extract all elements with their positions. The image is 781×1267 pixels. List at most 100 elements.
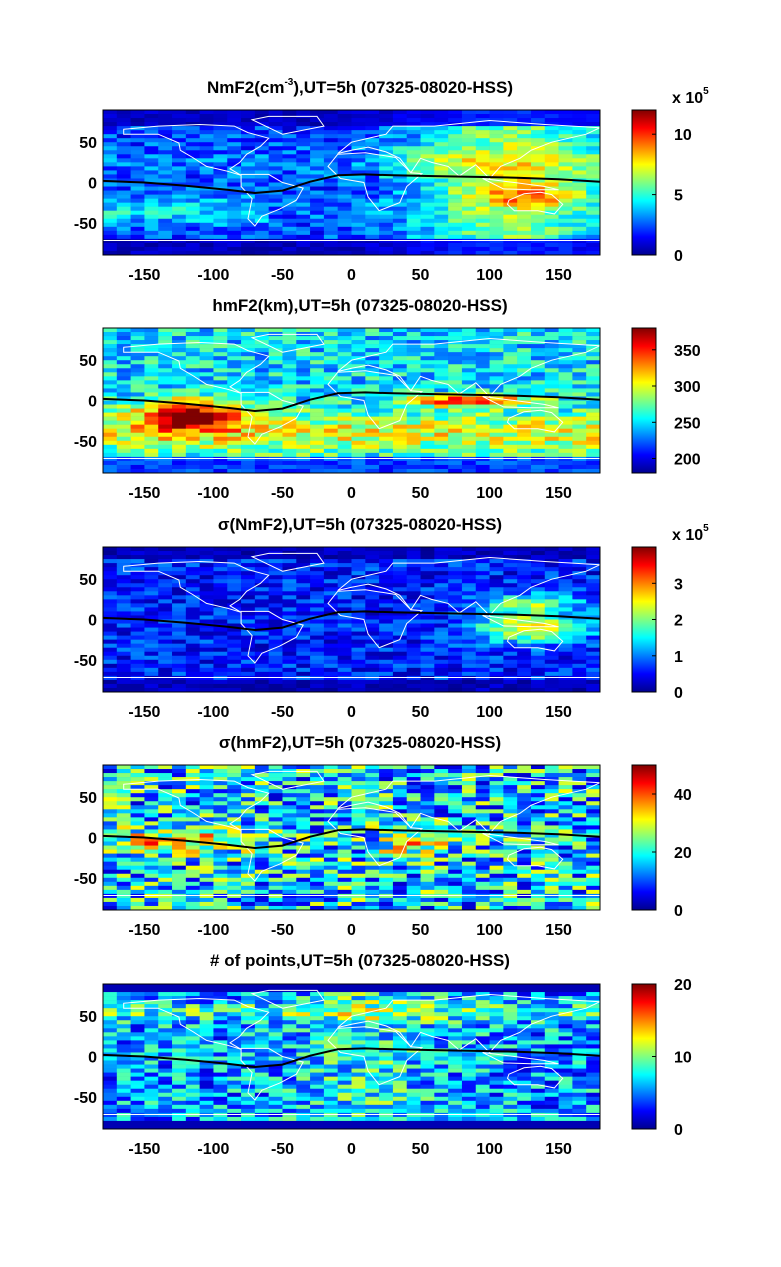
heatmap-cell xyxy=(558,857,573,862)
heatmap-cell xyxy=(241,150,256,155)
heatmap-cell xyxy=(392,364,408,369)
heatmap-cell xyxy=(406,226,421,232)
heatmap-cell xyxy=(227,873,242,879)
heatmap-cell xyxy=(227,340,242,345)
heatmap-cell xyxy=(268,428,283,434)
heatmap-cell xyxy=(337,809,352,814)
heatmap-cell xyxy=(282,789,297,794)
heatmap-cell xyxy=(241,837,256,842)
heatmap-cell xyxy=(130,158,145,163)
heatmap-cell xyxy=(241,396,256,401)
heatmap-cell xyxy=(558,460,573,466)
heatmap-cell xyxy=(503,162,518,167)
heatmap-cell xyxy=(544,793,559,798)
heatmap-cell xyxy=(103,400,118,405)
heatmap-cell xyxy=(365,797,380,802)
heatmap-cell xyxy=(103,238,118,244)
heatmap-cell xyxy=(392,619,408,624)
heatmap-cell xyxy=(296,242,311,248)
heatmap-cell xyxy=(144,190,159,195)
heatmap-cell xyxy=(116,448,131,454)
heatmap-cell xyxy=(296,667,311,673)
heatmap-cell xyxy=(489,793,504,798)
heatmap-cell xyxy=(310,639,325,644)
heatmap-cell xyxy=(103,110,118,115)
heatmap-cell xyxy=(448,328,463,333)
heatmap-cell xyxy=(130,833,145,838)
heatmap-cell xyxy=(103,440,118,446)
heatmap-cell xyxy=(268,356,283,361)
heatmap-cell xyxy=(461,190,477,195)
heatmap-cell xyxy=(241,162,256,167)
heatmap-cell xyxy=(461,158,477,163)
heatmap-cell xyxy=(558,793,573,798)
heatmap-cell xyxy=(172,368,187,373)
heatmap-cell xyxy=(310,238,325,244)
heatmap-cell xyxy=(530,392,546,397)
heatmap-cell xyxy=(406,853,421,858)
heatmap-cell xyxy=(337,687,352,693)
heatmap-cell xyxy=(199,667,214,673)
heatmap-cell xyxy=(213,122,228,127)
heatmap-cell xyxy=(337,595,352,600)
heatmap-cell xyxy=(517,797,532,802)
heatmap-cell xyxy=(406,468,421,474)
heatmap-cell xyxy=(282,110,297,115)
heatmap-cell xyxy=(116,230,131,236)
heatmap-cell xyxy=(503,607,518,612)
heatmap-cell xyxy=(503,460,518,466)
heatmap-cell xyxy=(351,392,366,397)
heatmap-cell xyxy=(461,138,477,143)
heatmap-cell xyxy=(158,222,173,228)
heatmap-cell xyxy=(434,659,449,665)
heatmap-cell xyxy=(475,651,490,657)
heatmap-cell xyxy=(434,416,449,421)
heatmap-cell xyxy=(254,813,269,818)
heatmap-cell xyxy=(103,392,118,397)
heatmap-cell xyxy=(379,567,394,572)
heatmap-cell xyxy=(268,781,283,786)
heatmap-cell xyxy=(406,793,421,798)
heatmap-cell xyxy=(434,675,449,681)
heatmap-cell xyxy=(323,801,338,806)
heatmap-cell xyxy=(365,765,380,770)
heatmap-cell xyxy=(282,328,297,333)
heatmap-cell xyxy=(227,210,242,216)
heatmap-cell xyxy=(420,130,435,135)
heatmap-cell xyxy=(337,567,352,572)
heatmap-cell xyxy=(337,627,352,632)
heatmap-cell xyxy=(434,845,449,850)
heatmap-cell xyxy=(254,154,269,159)
heatmap-cell xyxy=(392,857,408,862)
heatmap-cell xyxy=(172,376,187,381)
heatmap-cell xyxy=(544,829,559,834)
heatmap-cell xyxy=(586,198,601,203)
heatmap-cell xyxy=(337,793,352,798)
heatmap-cell xyxy=(172,460,187,466)
heatmap-cell xyxy=(544,667,559,673)
heatmap-cell xyxy=(392,182,408,187)
heatmap-cell xyxy=(254,444,269,450)
heatmap-cell xyxy=(517,126,532,131)
heatmap-cell xyxy=(296,328,311,333)
heatmap-cell xyxy=(392,138,408,143)
heatmap-cell xyxy=(517,118,532,123)
heatmap-cell xyxy=(530,683,546,689)
heatmap-cell xyxy=(310,571,325,576)
heatmap-cell xyxy=(268,440,283,446)
heatmap-cell xyxy=(116,368,131,373)
heatmap-cell xyxy=(517,663,532,669)
heatmap-cell xyxy=(517,194,532,199)
heatmap-cell xyxy=(323,773,338,778)
heatmap-cell xyxy=(158,833,173,838)
heatmap-cell xyxy=(420,675,435,681)
heatmap-cell xyxy=(172,230,187,236)
heatmap-plot xyxy=(102,546,601,693)
heatmap-cell xyxy=(434,579,449,584)
heatmap-cell xyxy=(323,857,338,862)
heatmap-cell xyxy=(254,114,269,119)
heatmap-cell xyxy=(503,865,518,871)
heatmap-cell xyxy=(365,118,380,123)
heatmap-cell xyxy=(351,420,366,425)
heatmap-cell xyxy=(199,408,214,413)
